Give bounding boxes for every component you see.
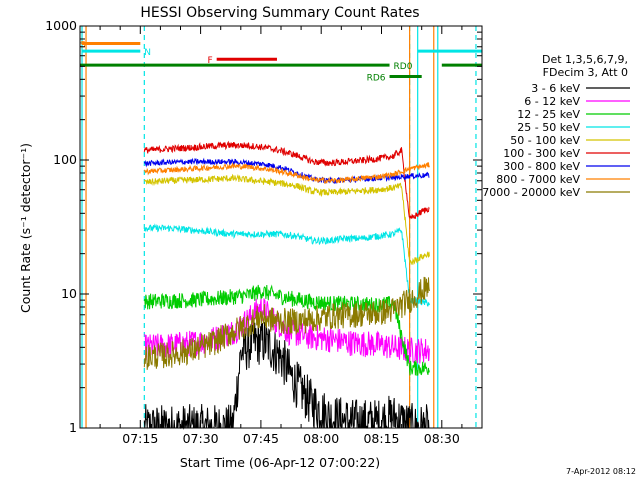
legend-label-3: 12 - 25 keV (517, 108, 580, 121)
legend: Det 1,3,5,6,7,9,FDecim 3, Att 0 3 - 6 keV… (482, 53, 630, 199)
legend-label-6: 100 - 300 keV (503, 147, 580, 160)
legend-label-8: 800 - 7000 keV (496, 173, 580, 186)
x-tick-label-3: 08:00 (303, 431, 339, 446)
series-line-3 (143, 284, 430, 376)
y-tick-label-0: 1 (69, 420, 77, 435)
flag-label-f: F (207, 56, 212, 66)
x-tick-label-0: 07:15 (122, 431, 158, 446)
legend-label-5: 50 - 100 keV (510, 134, 580, 147)
legend-label-2: 6 - 12 keV (524, 95, 580, 108)
series-line-6 (143, 140, 430, 220)
series-line-8 (143, 162, 430, 184)
legend-label-1: 3 - 6 keV (531, 82, 580, 95)
flag-label-rd0: RD0 (394, 62, 413, 72)
series-line-2 (143, 297, 430, 364)
flag-bar-layer: S N F RD0 RD6 (80, 41, 482, 83)
series-line-4 (143, 223, 430, 307)
x-tick-label-1: 07:30 (183, 431, 219, 446)
flag-label-n: N (144, 48, 151, 58)
series-layer (143, 140, 430, 430)
legend-header-1: FDecim 3, Att 0 (543, 66, 628, 79)
chart-title: HESSI Observing Summary Count Rates (140, 5, 419, 21)
y-tick-label-3: 1000 (45, 18, 77, 33)
legend-label-4: 25 - 50 keV (517, 121, 580, 134)
x-tick-label-2: 07:45 (243, 431, 279, 446)
legend-label-7: 300 - 800 keV (503, 160, 580, 173)
legend-header-0: Det 1,3,5,6,7,9, (542, 53, 628, 66)
x-tick-label-5: 08:30 (424, 431, 460, 446)
flag-label-s: S (80, 41, 86, 51)
x-tick-label-4: 08:15 (363, 431, 399, 446)
footer-timestamp: 7-Apr-2012 08:12 (566, 467, 636, 476)
vertical-marker-layer (81, 26, 477, 428)
x-axis-label: Start Time (06-Apr-12 07:00:22) (180, 455, 380, 470)
series-line-7 (143, 157, 430, 185)
flag-label-rd6: RD6 (367, 73, 386, 83)
y-axis: 1 10 100 1000 (45, 18, 482, 435)
y-tick-label-2: 100 (53, 152, 77, 167)
series-line-5 (144, 173, 430, 265)
series-line-9 (143, 276, 430, 370)
x-axis: 07:15 07:30 07:45 08:00 08:15 08:30 (99, 26, 463, 446)
legend-label-9: 7000 - 20000 keV (482, 186, 580, 199)
y-axis-label: Count Rate (s⁻¹ detector⁻¹) (18, 143, 33, 313)
y-tick-label-1: 10 (61, 286, 77, 301)
